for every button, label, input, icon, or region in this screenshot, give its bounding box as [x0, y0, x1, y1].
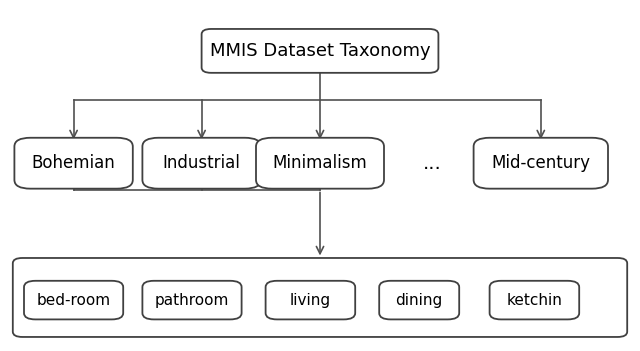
FancyBboxPatch shape	[15, 138, 133, 189]
Text: living: living	[290, 293, 331, 307]
FancyBboxPatch shape	[266, 281, 355, 319]
Text: pathroom: pathroom	[155, 293, 229, 307]
FancyBboxPatch shape	[143, 138, 261, 189]
Text: Mid-century: Mid-century	[492, 154, 590, 172]
FancyBboxPatch shape	[490, 281, 579, 319]
FancyBboxPatch shape	[256, 138, 384, 189]
FancyBboxPatch shape	[142, 281, 241, 319]
Text: Industrial: Industrial	[163, 154, 241, 172]
Text: ...: ...	[422, 154, 442, 173]
Text: ketchin: ketchin	[506, 293, 563, 307]
Text: Minimalism: Minimalism	[273, 154, 367, 172]
Text: MMIS Dataset Taxonomy: MMIS Dataset Taxonomy	[210, 42, 430, 60]
FancyBboxPatch shape	[380, 281, 460, 319]
FancyBboxPatch shape	[24, 281, 123, 319]
Text: bed-room: bed-room	[36, 293, 111, 307]
FancyBboxPatch shape	[474, 138, 608, 189]
Text: dining: dining	[396, 293, 443, 307]
FancyBboxPatch shape	[13, 258, 627, 337]
Text: Bohemian: Bohemian	[32, 154, 115, 172]
FancyBboxPatch shape	[202, 29, 438, 73]
